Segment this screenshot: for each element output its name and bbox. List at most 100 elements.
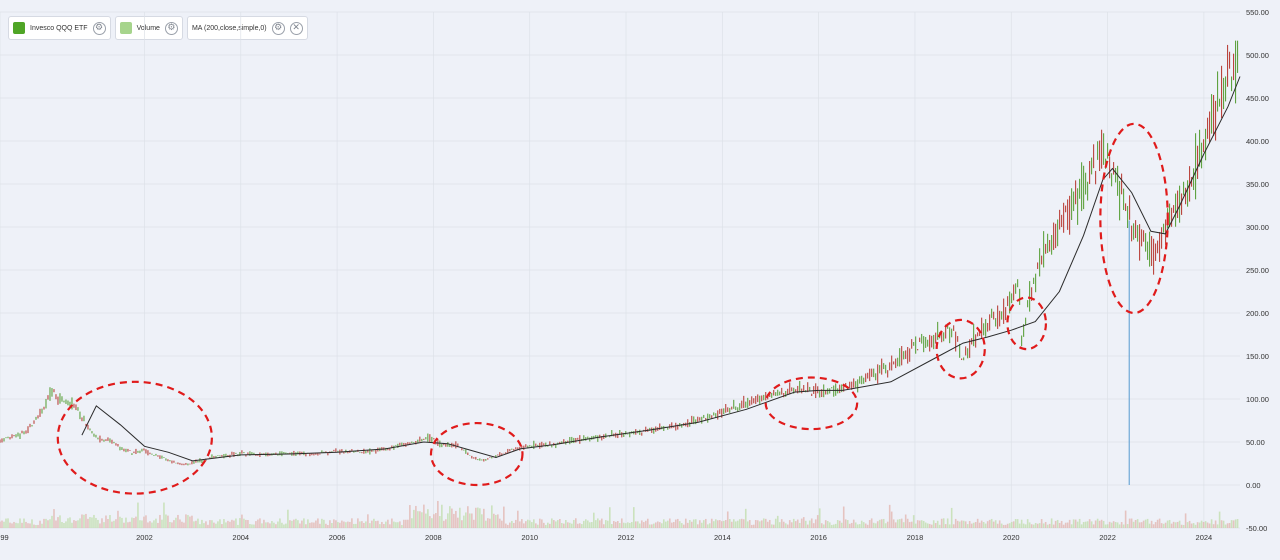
- volume-bar: [1022, 523, 1025, 528]
- volume-bar: [579, 523, 581, 528]
- volume-bar: [271, 521, 273, 528]
- volume-bar: [245, 519, 247, 528]
- volume-bar: [427, 509, 429, 528]
- x-tick-label: 2004: [232, 533, 249, 542]
- volume-bar: [61, 521, 63, 528]
- volume-bar: [808, 520, 811, 528]
- volume-bar: [297, 520, 299, 528]
- volume-bar: [666, 520, 669, 528]
- volume-bar: [972, 522, 975, 528]
- volume-bar: [694, 519, 697, 528]
- volume-bar: [696, 524, 699, 528]
- volume-bar: [1038, 523, 1041, 528]
- volume-bar: [1084, 521, 1087, 528]
- volume-bar: [660, 523, 663, 528]
- volume-bar: [31, 519, 33, 528]
- volume-bar: [501, 520, 503, 528]
- volume-bar: [860, 520, 863, 528]
- volume-bar: [327, 524, 329, 528]
- volume-bar: [1002, 524, 1005, 528]
- volume-bar: [153, 520, 155, 528]
- volume-bar: [702, 520, 705, 528]
- volume-bar: [39, 520, 41, 528]
- volume-bar: [736, 520, 739, 528]
- volume-bar: [720, 521, 723, 528]
- volume-bar: [984, 523, 987, 528]
- volume-bar: [1018, 523, 1021, 528]
- volume-bar: [393, 521, 395, 528]
- volume-bar: [716, 520, 719, 528]
- volume-bar: [1164, 522, 1167, 528]
- volume-bar: [1226, 523, 1229, 528]
- settings-gear-icon[interactable]: ⚙: [164, 21, 178, 35]
- volume-bar: [1054, 520, 1057, 528]
- volume-bar: [1056, 519, 1059, 528]
- volume-bar: [351, 518, 353, 528]
- volume-bar: [199, 524, 201, 528]
- volume-bar: [281, 522, 283, 528]
- volume-bar: [1204, 521, 1207, 528]
- volume-bar: [277, 521, 279, 528]
- volume-bar: [201, 519, 203, 528]
- volume-bar: [87, 518, 89, 528]
- settings-gear-icon[interactable]: ⚙: [271, 21, 285, 35]
- volume-bar: [91, 517, 93, 528]
- volume-bar: [135, 516, 137, 528]
- volume-bar: [365, 521, 367, 528]
- volume-bar: [852, 519, 855, 528]
- volume-bar: [1080, 524, 1083, 528]
- legend-label-qqq: Invesco QQQ ETF: [30, 24, 88, 32]
- volume-bar: [1154, 522, 1157, 528]
- volume-bar: [1042, 523, 1045, 528]
- volume-bar: [121, 517, 123, 528]
- legend-item-ma[interactable]: MA (200,close,simple,0) ⚙ ✕: [186, 16, 308, 40]
- volume-bar: [1090, 521, 1093, 528]
- volume-bar: [1234, 519, 1237, 528]
- volume-bar: [796, 519, 799, 528]
- volume-bar: [812, 523, 815, 528]
- volume-bar: [559, 519, 561, 528]
- volume-bar: [77, 520, 79, 528]
- legend-item-volume[interactable]: Volume ⚙: [114, 16, 183, 40]
- volume-bar: [97, 519, 99, 528]
- volume-bar: [1232, 520, 1235, 528]
- close-icon[interactable]: ✕: [289, 21, 303, 35]
- volume-bar: [25, 521, 27, 528]
- volume-bar: [453, 513, 455, 528]
- volume-bar: [261, 523, 263, 528]
- volume-bar: [916, 520, 919, 528]
- volume-bar: [125, 517, 127, 528]
- volume-bar: [1064, 522, 1067, 528]
- volume-bar: [954, 518, 957, 528]
- volume-bar: [529, 520, 531, 528]
- volume-bar: [1, 520, 3, 528]
- volume-bar: [1082, 522, 1085, 528]
- volume-bar: [628, 522, 631, 528]
- volume-bar: [1026, 519, 1029, 528]
- volume-bar: [349, 521, 351, 528]
- volume-bar: [0, 521, 1, 528]
- volume-bar: [992, 521, 995, 528]
- volume-bar: [459, 507, 461, 528]
- y-tick-label: 350.00: [1246, 180, 1269, 189]
- volume-bar: [1116, 522, 1119, 528]
- volume-bar: [449, 506, 451, 528]
- volume-bar: [553, 520, 555, 528]
- volume-bar: [832, 524, 835, 528]
- x-axis: 1999 2002 2004 2006 2008 2010 2012 2014 2016 2018…: [0, 533, 1212, 542]
- volume-bar: [722, 520, 725, 528]
- volume-bar: [181, 521, 183, 528]
- volume-bar: [644, 520, 647, 528]
- volume-bar: [640, 520, 643, 528]
- annotation-ellipses: [56, 122, 1169, 495]
- volume-bar: [537, 524, 539, 528]
- settings-gear-icon[interactable]: ⚙: [92, 21, 106, 35]
- volume-bar: [872, 522, 875, 528]
- volume-bar: [1012, 521, 1015, 528]
- y-tick-label: 250.00: [1246, 266, 1269, 275]
- volume-bar: [603, 524, 605, 528]
- volume-bar: [353, 523, 355, 528]
- legend-item-qqq[interactable]: Invesco QQQ ETF ⚙: [8, 16, 111, 40]
- volume-bar: [858, 524, 861, 528]
